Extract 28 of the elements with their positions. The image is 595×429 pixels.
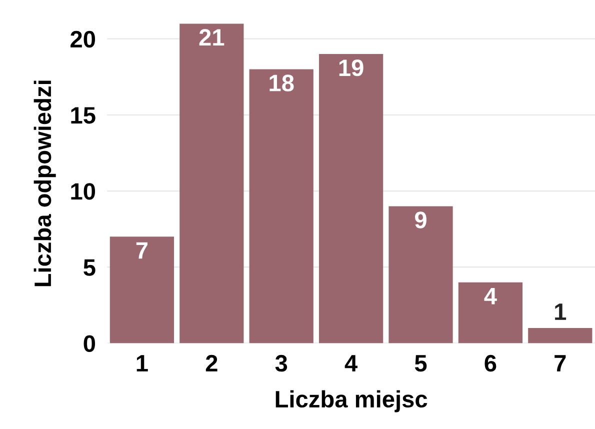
- x-tick-label: 1: [136, 355, 148, 372]
- bar: [458, 282, 523, 344]
- y-tick-label: 10: [71, 183, 96, 200]
- x-tick-label: 5: [414, 355, 427, 372]
- x-tick-label: 7: [554, 355, 566, 372]
- bar: [249, 69, 314, 344]
- bar: [180, 24, 244, 344]
- data-label: 19: [339, 59, 364, 76]
- bar: [110, 236, 174, 344]
- y-axis-title: Liczba odpowiedzi: [34, 80, 56, 286]
- data-label: 21: [199, 29, 224, 46]
- data-label: 18: [270, 74, 294, 92]
- data-label: 1: [555, 304, 566, 320]
- y-tick-label: 20: [70, 30, 96, 48]
- bar: [388, 206, 453, 344]
- data-label: 4: [484, 288, 497, 304]
- bar: [528, 328, 592, 344]
- x-tick-label: 6: [484, 354, 496, 372]
- y-tick-label: 0: [84, 335, 96, 352]
- y-tick-label: 15: [71, 107, 96, 124]
- x-axis-title: Liczba miejsc: [276, 390, 428, 412]
- data-label: 9: [415, 212, 426, 228]
- x-tick-label: 2: [206, 354, 218, 372]
- data-label: 7: [136, 242, 148, 259]
- y-tick-label: 5: [84, 259, 96, 276]
- x-tick-label: 4: [344, 355, 358, 372]
- x-tick-label: 3: [275, 354, 288, 372]
- bar: [318, 54, 384, 344]
